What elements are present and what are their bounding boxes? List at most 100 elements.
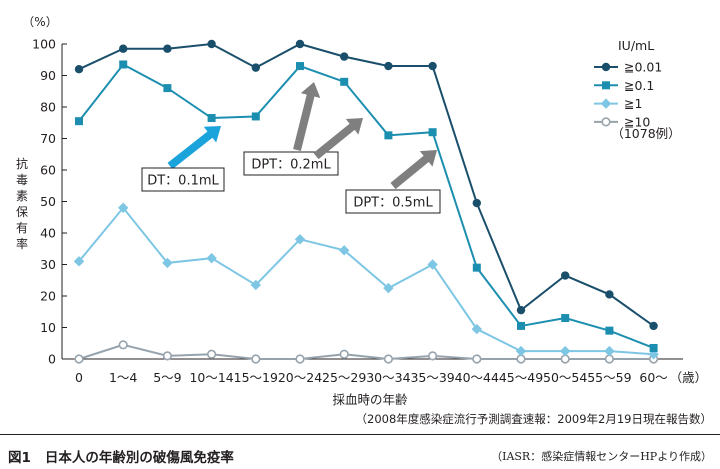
annotation-arrow-dpt-0-2ml (293, 82, 321, 151)
data-point (472, 198, 481, 208)
data-point (605, 326, 614, 335)
data-point (295, 354, 305, 364)
data-point (471, 323, 482, 335)
annotation-dt-0-1ml: DT：0.1mL (141, 167, 225, 192)
data-point (118, 202, 129, 213)
data-point (517, 321, 525, 330)
data-point (472, 263, 481, 272)
data-point (560, 345, 571, 357)
annotation-label: DT：0.1mL (147, 174, 219, 189)
data-point (472, 354, 482, 364)
data-point (162, 351, 172, 361)
series-line (78, 343, 654, 361)
y-unit-label: （%） (22, 15, 57, 29)
series-3 (73, 202, 659, 360)
data-point (163, 44, 172, 53)
legend-item: ≧1 (594, 96, 642, 111)
legend-note: （1078例） (611, 126, 680, 141)
data-point (339, 349, 349, 359)
data-point (207, 114, 216, 123)
data-point (560, 354, 570, 364)
data-point (206, 253, 217, 264)
data-point (251, 112, 260, 121)
x-tick-label: 5～9 (153, 370, 181, 385)
annotation-frame (243, 151, 339, 176)
x-axis-title: 採血時の年齢 (332, 392, 408, 407)
legend-label: ≧0.01 (624, 60, 662, 75)
annotation-label: DPT：0.2mL (251, 158, 331, 173)
data-point (605, 290, 614, 299)
data-point (294, 234, 306, 245)
x-tick-label: 15～19 (234, 370, 278, 385)
data-point (119, 60, 128, 69)
data-point (251, 63, 260, 72)
legend: IU/mL ≧0.01 ≧0.1 ≧1 ≧10（1078例） (594, 38, 681, 141)
x-tick-label: 35～39 (410, 370, 454, 385)
legend-item: ≧0.01 (594, 60, 662, 75)
data-point (119, 44, 128, 53)
data-point (561, 314, 570, 323)
legend-item: ≧0.1 (594, 78, 654, 93)
y-tick-label: 50 (40, 194, 56, 209)
x-tick-label: 0 (75, 370, 83, 385)
legend-swatch-marker (601, 117, 611, 127)
data-point (74, 65, 84, 74)
legend-swatch-marker (601, 62, 611, 72)
data-point (340, 52, 349, 61)
figure-title: 日本人の年齢別の破傷風免疫率 (44, 450, 234, 466)
data-point (207, 39, 216, 49)
y-tick-label: 60 (40, 163, 56, 178)
y-axis-title: 抗毒素保有率 (16, 156, 28, 251)
x-tick-label: 50～54 (543, 370, 587, 385)
data-point (427, 259, 438, 270)
x-tick-label: 40～44 (455, 370, 499, 385)
annotation-frame (345, 189, 441, 214)
series-4 (74, 340, 659, 364)
x-tick-label: 55～59 (587, 370, 631, 385)
y-tick-label: 10 (40, 320, 56, 335)
data-point (561, 271, 570, 280)
series-1 (74, 39, 658, 331)
legend-label: ≧10 (624, 114, 650, 129)
annotation-frame (141, 167, 225, 192)
data-point (384, 131, 393, 140)
data-point (118, 340, 128, 350)
y-tick-label: 30 (40, 257, 56, 272)
data-point (339, 245, 350, 256)
annotation-arrow-dt (167, 126, 221, 170)
y-tick-label: 0 (48, 352, 56, 367)
legend-item: ≧10 (594, 114, 650, 129)
figure-credit: （IASR：感染症情報センターHPより作成） (491, 450, 712, 463)
data-point (73, 256, 85, 267)
data-point (163, 84, 172, 93)
data-point (75, 117, 83, 126)
annotation-dpt-0-2ml: DPT：0.2mL (243, 151, 339, 176)
data-point (649, 343, 658, 352)
y-tick-label: 80 (40, 100, 56, 115)
data-point (604, 345, 615, 357)
source-note: （2008年度感染症流行予測調査速報：2009年2月19日現在報告数） (355, 412, 712, 426)
y-tick-label: 40 (40, 226, 56, 241)
data-point (516, 305, 526, 315)
legend-swatch-marker (602, 81, 610, 90)
annotation-dpt-0-5ml: DPT：0.5mL (345, 189, 441, 214)
data-point (384, 61, 393, 71)
series-2 (75, 60, 658, 352)
x-tick-label: 1～4 (109, 370, 137, 385)
data-point (649, 321, 658, 331)
data-point (516, 354, 526, 364)
figure-caption: 図1 日本人の年齢別の破傷風免疫率 (8, 446, 234, 466)
y-tick-label: 70 (40, 131, 56, 146)
data-point (604, 354, 615, 364)
data-point (207, 349, 217, 359)
y-tick-label: 20 (40, 289, 56, 304)
annotation-arrow-dpt-0-5ml (390, 150, 437, 190)
figure-number: 図1 (8, 450, 31, 466)
annotation-arrow-dpt-0-2ml-b (313, 118, 363, 160)
data-point (428, 351, 438, 361)
annotation-label: DPT：0.5mL (353, 196, 433, 211)
series-line (78, 206, 654, 356)
data-point (428, 128, 437, 137)
y-tick-label: 90 (40, 68, 56, 83)
data-point (515, 345, 527, 357)
